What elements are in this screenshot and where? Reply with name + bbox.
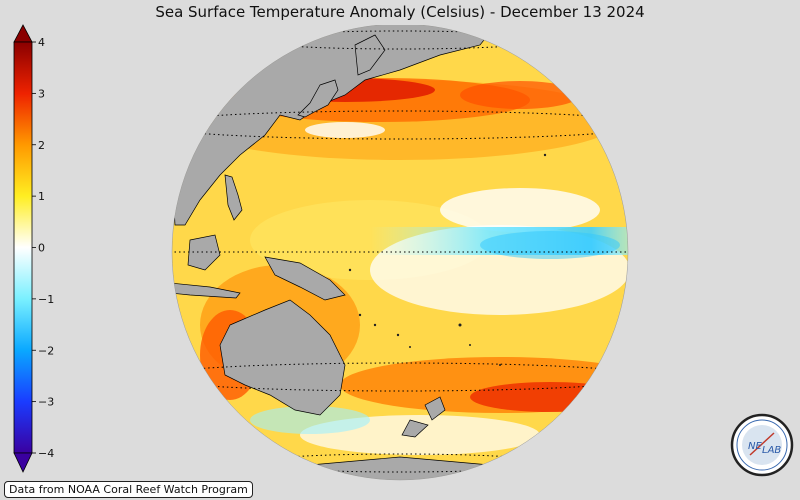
colorbar-tick-label: 0	[38, 242, 45, 255]
land-new-guinea	[264, 256, 346, 301]
colorbar-extend-bottom	[13, 452, 33, 473]
svg-text:NE: NE	[748, 441, 762, 452]
land-japan	[297, 79, 339, 118]
land-sumatra-java	[172, 282, 241, 299]
colorbar-tick-label: −4	[38, 447, 54, 460]
land-borneo	[187, 234, 221, 271]
data-credit: Data from NOAA Coral Reef Watch Program	[4, 481, 253, 498]
land-antarctica	[299, 456, 501, 480]
colorbar-tick-label: 3	[38, 87, 45, 100]
colorbar-tick-label: 1	[38, 190, 45, 203]
nexlab-logo: NE LAB	[730, 413, 794, 477]
colorbar-tick-label: 2	[38, 139, 45, 152]
globe-map	[171, 25, 629, 481]
map-title: Sea Surface Temperature Anomaly (Celsius…	[155, 3, 645, 21]
colorbar-bar	[13, 41, 33, 454]
colorbar-tick-label: 4	[38, 36, 45, 49]
land-kamchatka	[354, 34, 386, 76]
land-australia	[219, 299, 346, 416]
svg-text:LAB: LAB	[762, 445, 781, 456]
colorbar-tick-label: −2	[38, 344, 54, 357]
colorbar-tick-label: −3	[38, 396, 54, 409]
colorbar: 4 3 2 1 0 −1 −2 −3 −4	[13, 24, 54, 473]
land-philippines	[224, 174, 243, 221]
land-new-zealand	[401, 396, 446, 438]
colorbar-extend-top	[13, 24, 33, 43]
colorbar-tick-label: −1	[38, 293, 54, 306]
